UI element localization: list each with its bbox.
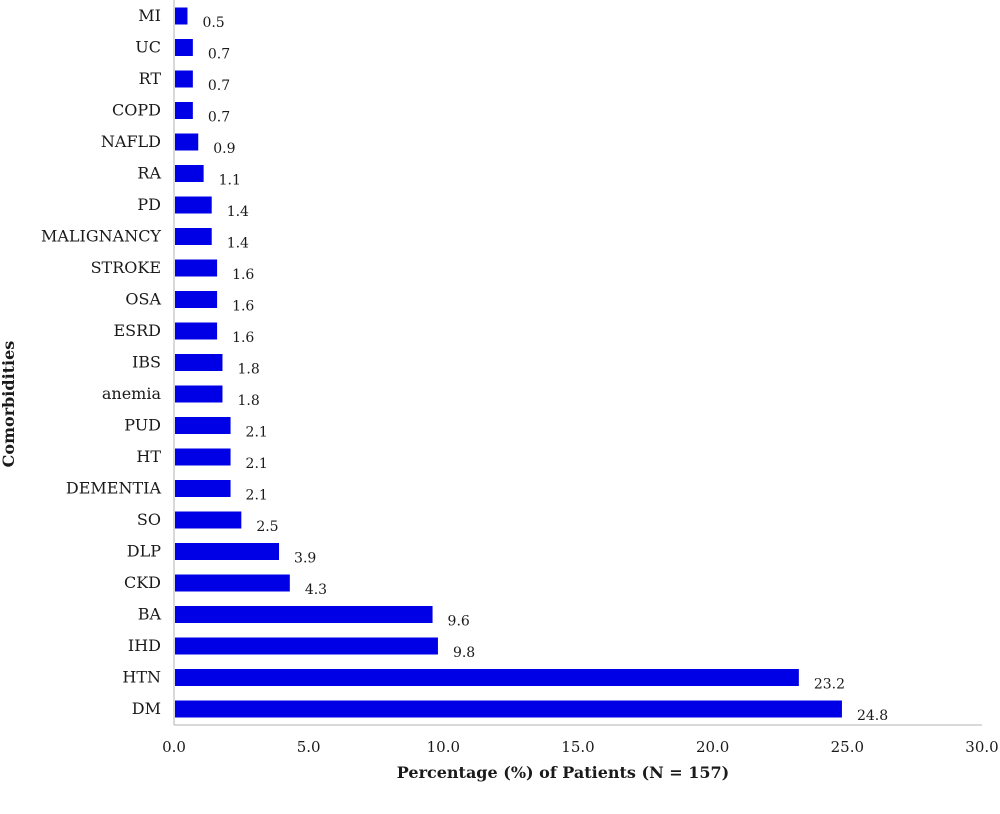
category-label: SO xyxy=(137,510,161,529)
value-label: 1.6 xyxy=(232,330,254,346)
bar xyxy=(175,417,231,434)
bar xyxy=(175,700,842,718)
bar xyxy=(175,511,242,529)
value-label: 1.8 xyxy=(237,393,259,409)
x-axis-title: Percentage (%) of Patients (N = 157) xyxy=(397,763,729,782)
category-label: IHD xyxy=(128,636,161,655)
bar xyxy=(175,133,199,151)
category-label: OSA xyxy=(125,290,161,309)
bar xyxy=(175,39,193,56)
value-label: 0.5 xyxy=(202,15,224,31)
bar xyxy=(175,196,212,214)
category-label: DLP xyxy=(127,542,161,561)
value-label: 24.8 xyxy=(857,708,888,724)
value-label: 1.4 xyxy=(227,204,249,220)
value-label: 9.6 xyxy=(448,614,470,630)
category-label: ESRD xyxy=(113,321,161,340)
category-label: NAFLD xyxy=(101,132,161,151)
category-labels: MI UC RT COPD NAFLD RA PD MALIGNANCY STROKE OSA ES… xyxy=(41,6,161,718)
bar xyxy=(175,259,218,277)
bar xyxy=(175,70,193,88)
category-label: DM xyxy=(132,699,161,718)
value-label: 0.7 xyxy=(208,47,230,63)
value-label: 0.9 xyxy=(213,141,235,157)
bar xyxy=(175,669,799,686)
value-labels: 0.5 0.7 0.7 0.7 0.9 1.1 1.4 1.4 1.6 1.6 1.6 1.8 1.8 2… xyxy=(202,15,888,724)
category-label: COPD xyxy=(112,101,161,120)
x-tick-label: 5.0 xyxy=(297,738,321,756)
category-label: CKD xyxy=(124,573,161,592)
bar xyxy=(175,165,204,182)
bar xyxy=(175,7,188,25)
bar xyxy=(175,228,212,245)
bar xyxy=(175,637,438,655)
category-label: RA xyxy=(137,164,161,183)
category-label: MI xyxy=(138,6,161,25)
value-label: 2.1 xyxy=(246,488,268,504)
category-label: MALIGNANCY xyxy=(41,227,161,246)
x-tick-label: 25.0 xyxy=(831,738,864,756)
category-label: RT xyxy=(139,69,162,88)
value-label: 0.7 xyxy=(208,78,230,94)
value-label: 1.6 xyxy=(232,267,254,283)
category-label: DEMENTIA xyxy=(66,479,162,498)
value-label: 1.4 xyxy=(227,236,249,252)
value-label: 4.3 xyxy=(305,582,327,598)
category-label: PUD xyxy=(124,416,161,435)
value-label: 1.8 xyxy=(237,362,259,378)
bar xyxy=(175,574,290,592)
x-tick-label: 30.0 xyxy=(965,738,998,756)
bar xyxy=(175,543,280,560)
category-label: BA xyxy=(138,605,162,624)
x-tick-labels: 0.0 5.0 10.0 15.0 20.0 25.0 30.0 xyxy=(162,738,999,756)
bar xyxy=(175,480,231,497)
value-label: 23.2 xyxy=(814,677,845,693)
x-tick-label: 10.0 xyxy=(427,738,460,756)
category-label: UC xyxy=(135,38,161,57)
x-tick-label: 20.0 xyxy=(696,738,729,756)
bar xyxy=(175,102,193,119)
value-label: 3.9 xyxy=(294,551,316,567)
category-label: PD xyxy=(137,195,161,214)
bar xyxy=(175,448,231,466)
category-label: IBS xyxy=(132,353,161,372)
value-label: 2.1 xyxy=(246,456,268,472)
bar xyxy=(175,354,223,371)
y-axis-title: Comorbidities xyxy=(0,341,18,468)
bars-layer xyxy=(175,7,842,718)
value-label: 9.8 xyxy=(453,645,475,661)
value-label: 2.5 xyxy=(256,519,278,535)
bar xyxy=(175,322,218,340)
value-label: 1.1 xyxy=(219,173,241,189)
value-label: 1.6 xyxy=(232,299,254,315)
bar xyxy=(175,385,223,403)
category-label: HT xyxy=(136,447,161,466)
category-label: STROKE xyxy=(91,258,161,277)
x-tick-label: 15.0 xyxy=(561,738,594,756)
category-label: HTN xyxy=(122,668,161,687)
category-label: anemia xyxy=(102,384,162,403)
value-label: 2.1 xyxy=(246,425,268,441)
bar xyxy=(175,291,218,308)
bar xyxy=(175,606,433,623)
x-tick-label: 0.0 xyxy=(162,738,186,756)
value-label: 0.7 xyxy=(208,110,230,126)
